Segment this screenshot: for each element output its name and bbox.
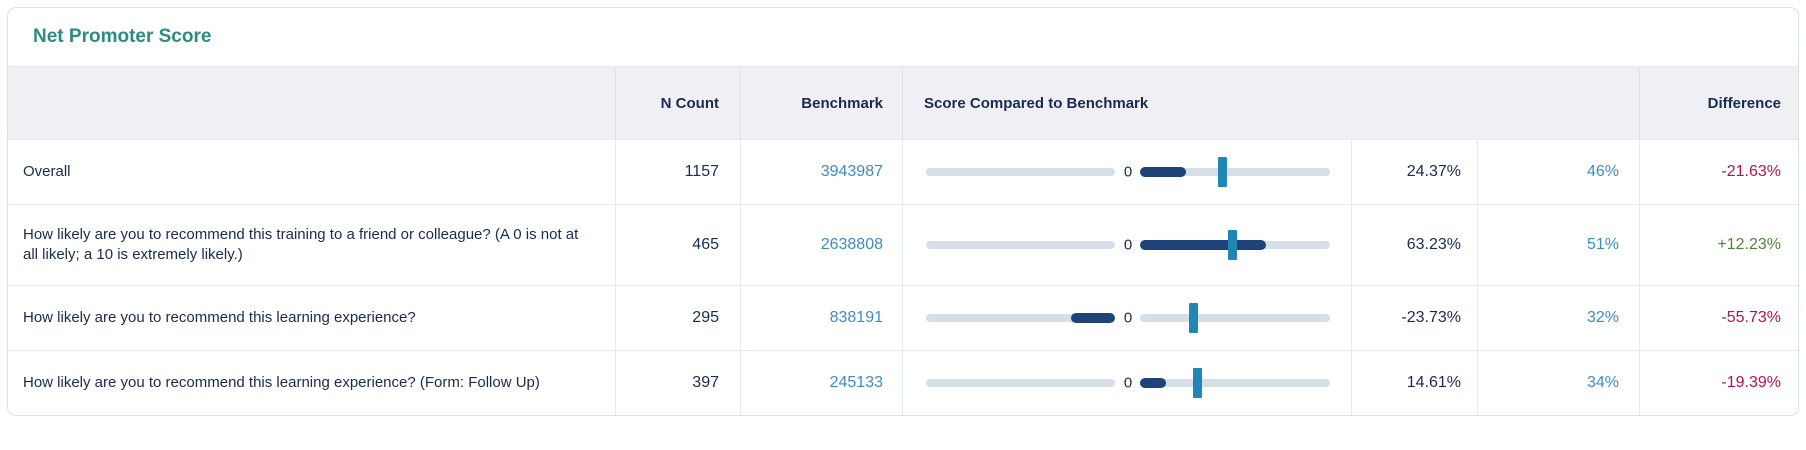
column-header-n-count: N Count <box>615 67 740 139</box>
question-text: How likely are you to recommend this tra… <box>23 226 579 263</box>
score-pct-cell: 24.37% <box>1351 140 1477 204</box>
difference-value: -21.63% <box>1721 163 1781 180</box>
column-header-benchmark: Benchmark <box>740 67 902 139</box>
difference-value: -55.73% <box>1721 309 1781 326</box>
benchmark-marker <box>1189 303 1199 333</box>
bullet-track-right <box>1140 168 1330 176</box>
benchmark-cell: 3943987 <box>740 140 902 204</box>
benchmark-link[interactable]: 245133 <box>829 374 883 391</box>
score-pct-cell: 63.23% <box>1351 205 1477 285</box>
benchmark-marker <box>1193 368 1203 398</box>
table-row: Overall 1157 3943987 0 24.37% 46% -21.63… <box>8 139 1798 204</box>
column-header-score-compared: Score Compared to Benchmark <box>902 67 1639 139</box>
benchmark-link[interactable]: 2638808 <box>820 236 883 253</box>
score-bullet-chart: 0 <box>902 205 1351 285</box>
score-pct-cell: 14.61% <box>1351 351 1477 415</box>
score-bar <box>1071 313 1115 323</box>
benchmark-cell: 838191 <box>740 286 902 350</box>
question-text: How likely are you to recommend this lea… <box>23 309 416 326</box>
bullet-track-left <box>926 241 1115 249</box>
table-row: How likely are you to recommend this lea… <box>8 350 1798 415</box>
table-row: How likely are you to recommend this lea… <box>8 285 1798 350</box>
bullet-track-left <box>926 379 1115 387</box>
question-cell: How likely are you to recommend this lea… <box>8 286 615 350</box>
n-count-cell: 465 <box>615 205 740 285</box>
n-count-value: 397 <box>692 374 719 391</box>
score-bar <box>1140 240 1266 250</box>
benchmark-marker <box>1217 157 1227 187</box>
column-header-difference: Difference <box>1639 67 1798 139</box>
score-pct-value: 24.37% <box>1406 163 1461 180</box>
difference-cell: -55.73% <box>1639 286 1798 350</box>
difference-cell: -19.39% <box>1639 351 1798 415</box>
score-bullet-chart: 0 <box>902 140 1351 204</box>
score-bar <box>1140 167 1186 177</box>
table-body: Overall 1157 3943987 0 24.37% 46% -21.63… <box>8 139 1798 415</box>
benchmark-pct-link[interactable]: 51% <box>1586 236 1619 253</box>
table-row: How likely are you to recommend this tra… <box>8 204 1798 285</box>
n-count-cell: 1157 <box>615 140 740 204</box>
score-bullet-chart: 0 <box>902 286 1351 350</box>
bullet-track-right <box>1140 379 1330 387</box>
score-pct-cell: -23.73% <box>1351 286 1477 350</box>
benchmark-pct-cell: 34% <box>1477 351 1639 415</box>
benchmark-pct-cell: 51% <box>1477 205 1639 285</box>
score-pct-value: 63.23% <box>1406 236 1461 253</box>
column-header-question <box>8 67 615 139</box>
zero-label: 0 <box>1123 236 1133 254</box>
question-cell: Overall <box>8 140 615 204</box>
question-text: How likely are you to recommend this lea… <box>23 374 540 391</box>
benchmark-pct-link[interactable]: 32% <box>1586 309 1619 326</box>
zero-label: 0 <box>1123 374 1133 392</box>
n-count-cell: 295 <box>615 286 740 350</box>
benchmark-marker <box>1228 230 1238 260</box>
n-count-value: 465 <box>692 236 719 253</box>
zero-label: 0 <box>1123 309 1133 327</box>
score-bullet-chart: 0 <box>902 351 1351 415</box>
benchmark-pct-cell: 32% <box>1477 286 1639 350</box>
nps-panel: Net Promoter Score N Count Benchmark Sco… <box>7 7 1799 416</box>
benchmark-cell: 245133 <box>740 351 902 415</box>
table-header-row: N Count Benchmark Score Compared to Benc… <box>8 66 1798 139</box>
benchmark-link[interactable]: 838191 <box>829 309 883 326</box>
benchmark-cell: 2638808 <box>740 205 902 285</box>
score-bar <box>1140 378 1166 388</box>
difference-value: +12.23% <box>1717 236 1781 253</box>
bullet-track-left <box>926 314 1115 322</box>
score-pct-value: 14.61% <box>1406 374 1461 391</box>
difference-cell: -21.63% <box>1639 140 1798 204</box>
bullet-track-left <box>926 168 1115 176</box>
zero-label: 0 <box>1123 163 1133 181</box>
benchmark-link[interactable]: 3943987 <box>820 163 883 180</box>
benchmark-pct-link[interactable]: 34% <box>1586 374 1619 391</box>
score-pct-value: -23.73% <box>1401 309 1461 326</box>
bullet-track-right <box>1140 314 1330 322</box>
question-text: Overall <box>23 163 71 180</box>
question-cell: How likely are you to recommend this lea… <box>8 351 615 415</box>
n-count-value: 1157 <box>684 163 719 180</box>
benchmark-pct-link[interactable]: 46% <box>1586 163 1619 180</box>
benchmark-pct-cell: 46% <box>1477 140 1639 204</box>
n-count-value: 295 <box>692 309 719 326</box>
panel-title: Net Promoter Score <box>33 26 212 47</box>
difference-value: -19.39% <box>1721 374 1781 391</box>
n-count-cell: 397 <box>615 351 740 415</box>
question-cell: How likely are you to recommend this tra… <box>8 205 615 285</box>
difference-cell: +12.23% <box>1639 205 1798 285</box>
